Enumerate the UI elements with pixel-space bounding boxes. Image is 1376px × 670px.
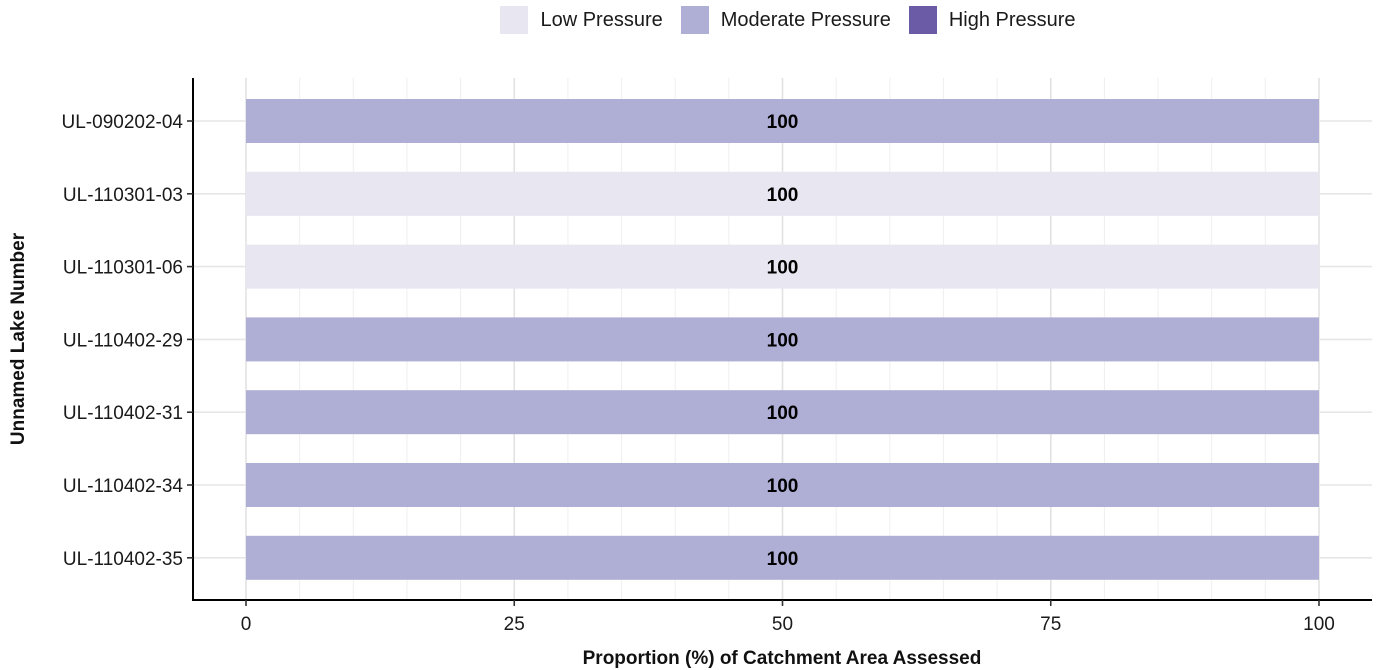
- bar-layer: 100 100 100 100 100 100 100: [246, 99, 1319, 580]
- y-tick-label: UL-110402-31: [63, 403, 183, 424]
- bar-segment: [246, 171, 1319, 216]
- y-tick-label: UL-110402-29: [63, 330, 183, 351]
- legend: Low Pressure Moderate Pressure High Pres…: [0, 6, 1376, 34]
- legend-label-low: Low Pressure: [540, 8, 663, 31]
- y-tick-label: UL-110301-03: [63, 185, 183, 206]
- y-axis-title: Unnamed Lake Number: [8, 232, 29, 445]
- data-label: 100: [767, 258, 799, 279]
- y-tick-label: UL-110402-34: [63, 476, 184, 497]
- legend-item-high: High Pressure: [908, 6, 1076, 34]
- bar-segment: [246, 535, 1319, 580]
- x-tick-label: 25: [504, 614, 525, 635]
- x-tick-label: 50: [772, 614, 793, 635]
- legend-label-high: High Pressure: [948, 8, 1076, 31]
- data-label: 100: [767, 403, 799, 424]
- legend-label-moderate: Moderate Pressure: [720, 8, 891, 31]
- x-tick-label: 75: [1040, 614, 1061, 635]
- bar-segment: [246, 99, 1319, 143]
- legend-item-moderate: Moderate Pressure: [680, 6, 891, 34]
- data-label: 100: [767, 112, 799, 133]
- legend-swatch-low: [500, 6, 529, 34]
- data-label: 100: [767, 185, 799, 206]
- data-label: 100: [767, 549, 799, 570]
- x-tick-label: 100: [1303, 614, 1335, 635]
- y-tick-label: UL-110402-35: [63, 549, 183, 570]
- bar-segment: [246, 390, 1319, 435]
- data-label: 100: [767, 330, 799, 351]
- x-tick-label: 0: [241, 614, 252, 635]
- data-label: 100: [767, 476, 799, 497]
- x-axis-title: Proportion (%) of Catchment Area Assesse…: [583, 648, 982, 669]
- legend-swatch-moderate: [680, 6, 709, 34]
- bar-segment: [246, 317, 1319, 362]
- y-tick-label: UL-110301-06: [63, 258, 183, 279]
- bar-segment: [246, 463, 1319, 507]
- y-tick-label: UL-090202-04: [62, 112, 184, 133]
- bar-segment: [246, 244, 1319, 289]
- legend-swatch-high: [908, 6, 937, 34]
- axis-layer: UL-090202-04 UL-110301-03 UL-110301-06 UL-1…: [62, 78, 1372, 635]
- legend-item-low: Low Pressure: [500, 6, 663, 34]
